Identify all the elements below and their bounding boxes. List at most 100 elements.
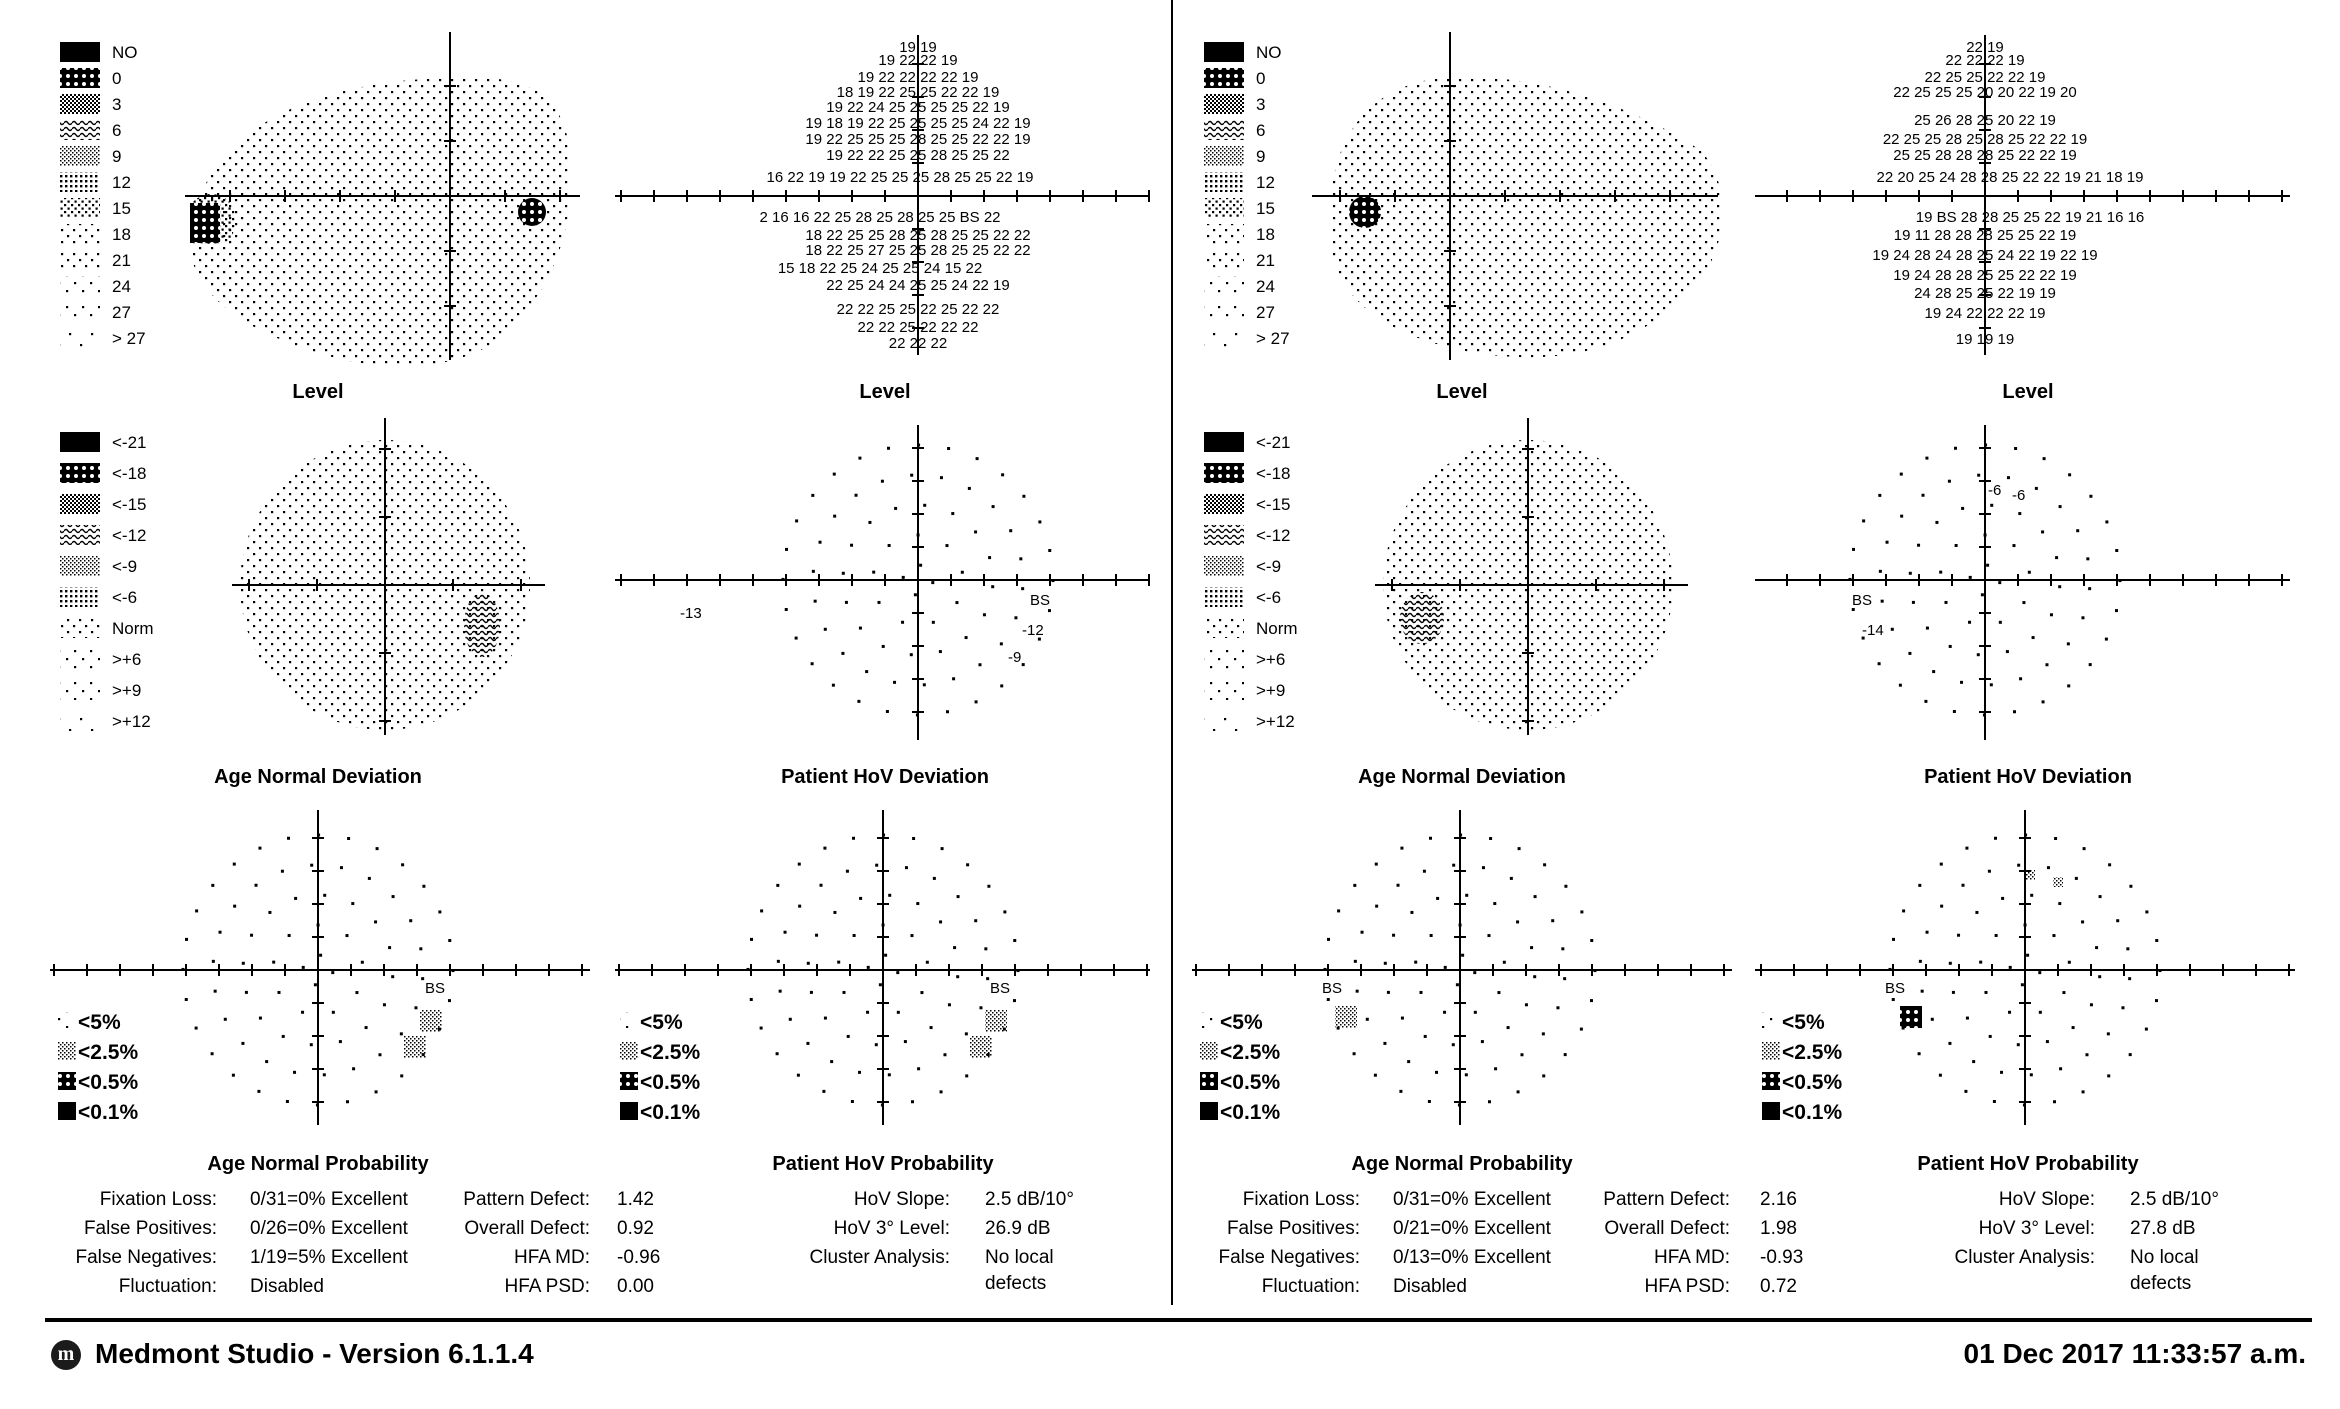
- stat-value: 1.98: [1760, 1218, 1797, 1239]
- deviation-value: -6: [2012, 487, 2025, 504]
- test-point-dot: [257, 1089, 261, 1093]
- test-point-dot: [1327, 937, 1331, 941]
- test-point-dot: [1980, 593, 1984, 597]
- legend-label: 24: [112, 277, 131, 296]
- test-point-dot: [1427, 1099, 1431, 1103]
- right-deviation-legend: <-21 <-18 <-15 <-12 <-9 <-6 Norm >+6 >+9…: [1204, 432, 1298, 731]
- test-point-dot: [833, 910, 837, 914]
- test-point-dot: [806, 961, 810, 965]
- level-value-row: 19 19: [899, 39, 937, 56]
- test-point-dot: [881, 644, 885, 648]
- test-point-dot: [231, 1073, 235, 1077]
- level-value-row: 18 22 25 27 25 25 28 25 25 22 22: [805, 242, 1030, 259]
- test-point-dot: [1880, 599, 1884, 603]
- test-point-dot: [2045, 663, 2049, 667]
- level-value-row: 25 25 28 28 28 25 22 22 19: [1893, 147, 2077, 164]
- test-point-dot: [760, 909, 764, 913]
- test-point-dot: [1048, 549, 1052, 553]
- test-point-dot: [887, 446, 891, 450]
- stat-value: 0/31=0% Excellent: [250, 1189, 409, 1210]
- test-point-dot: [2017, 863, 2021, 867]
- stat-label: HFA PSD:: [1644, 1276, 1730, 1297]
- test-point-dot: [1972, 1060, 1976, 1064]
- test-point-dot: [2042, 457, 2046, 461]
- test-point-dot: [1925, 456, 1929, 460]
- test-point-dot: [2158, 969, 2162, 973]
- test-point-dot: [857, 699, 861, 703]
- test-point-dot: [852, 933, 856, 937]
- section-title: Age Normal Probability: [1351, 1153, 1573, 1175]
- test-point-dot: [2074, 876, 2078, 880]
- blind-spot-label: BS: [425, 980, 445, 997]
- test-point-dot: [1551, 919, 1555, 923]
- test-point-dot: [960, 570, 964, 574]
- left-eye-panel: NO 0 3 6 9 12 15 18 21 24 27 > 27 19 19 …: [50, 32, 1150, 1297]
- stat-value: 0/13=0% Excellent: [1393, 1247, 1552, 1268]
- level-value-row: 2 16 16 22 25 28 25 28 25 25 BS 22: [759, 209, 1000, 226]
- level-value-row: 18 22 25 25 28 25 28 25 25 22 22: [805, 227, 1030, 244]
- test-point-dot: [301, 1010, 305, 1014]
- level-value-row: 19 24 28 24 28 25 24 22 19 22 19: [1872, 247, 2097, 264]
- test-point-dot: [788, 1017, 792, 1021]
- test-point-dot: [1353, 883, 1357, 887]
- test-point-dot: [1473, 971, 1477, 975]
- left-age-normal-deviation-map: [232, 418, 545, 735]
- test-point-dot: [378, 1053, 382, 1057]
- legend-label: <-15: [1256, 495, 1291, 514]
- stat-label: HFA MD:: [514, 1247, 590, 1268]
- legend-label: <0.1%: [1782, 1101, 1842, 1124]
- left-hov-probability: BS: [615, 810, 1150, 1125]
- test-point-dot: [1465, 893, 1469, 897]
- legend-label: <0.1%: [78, 1101, 138, 1124]
- test-point-dot: [1992, 1099, 1996, 1103]
- stat-value: 2.5 dB/10°: [2130, 1189, 2219, 1210]
- test-point-dot: [351, 902, 355, 906]
- test-point-dot: [759, 1026, 763, 1030]
- test-point-dot: [347, 837, 351, 841]
- test-point-dot: [884, 953, 888, 957]
- test-point-dot: [1400, 1016, 1404, 1020]
- test-point-dot: [1021, 587, 1025, 591]
- stat-value: 0/21=0% Excellent: [1393, 1218, 1552, 1239]
- left-stats: Fixation Loss: 0/31=0% Excellent False P…: [75, 1189, 1073, 1297]
- test-point-dot: [2001, 896, 2005, 900]
- level-value-row: 22 22 22: [889, 335, 947, 352]
- test-point-dot: [1920, 989, 1924, 993]
- test-point-dot: [1580, 910, 1584, 914]
- test-point-dot: [391, 975, 395, 979]
- test-point-dot: [1480, 1040, 1484, 1044]
- test-point-dot: [964, 1032, 968, 1036]
- test-point-dot: [2128, 1053, 2132, 1057]
- test-point-dot: [1337, 909, 1341, 913]
- test-point-dot: [1998, 620, 2002, 624]
- test-point-dot: [2038, 971, 2042, 975]
- level-value-row: 22 22 25 25 22 25 22 22: [837, 301, 1000, 318]
- test-point-dot: [1001, 473, 1005, 477]
- section-title: Age Normal Probability: [207, 1153, 429, 1175]
- stat-value: 0.00: [617, 1276, 654, 1297]
- level-value-row: 16 22 19 19 22 25 25 25 28 25 25 22 19: [767, 169, 1034, 186]
- legend-label: >+9: [112, 681, 141, 700]
- test-point-dot: [887, 1073, 891, 1077]
- test-point-dot: [832, 472, 836, 476]
- test-point-dot: [1902, 909, 1906, 913]
- test-point-dot: [910, 1100, 914, 1104]
- section-title: Age Normal Deviation: [214, 766, 422, 788]
- test-point-dot: [414, 1006, 418, 1010]
- test-point-dot: [1989, 683, 1993, 687]
- test-point-dot: [2058, 902, 2062, 906]
- test-point-dot: [1579, 1027, 1583, 1031]
- test-point-dot: [917, 1067, 921, 1071]
- test-point-dot: [978, 663, 982, 667]
- test-point-dot: [181, 967, 185, 971]
- test-point-dot: [965, 1074, 969, 1078]
- test-point-dot: [2116, 919, 2120, 923]
- stat-label: Fluctuation:: [119, 1276, 217, 1297]
- test-point-dot: [938, 650, 942, 654]
- test-point-dot: [2067, 684, 2071, 688]
- test-point-dot: [2121, 1006, 2125, 1010]
- test-point-dot: [1983, 533, 1987, 537]
- legend-label: 0: [112, 69, 121, 88]
- test-point-dot: [783, 930, 787, 934]
- stat-value: -0.96: [617, 1247, 660, 1268]
